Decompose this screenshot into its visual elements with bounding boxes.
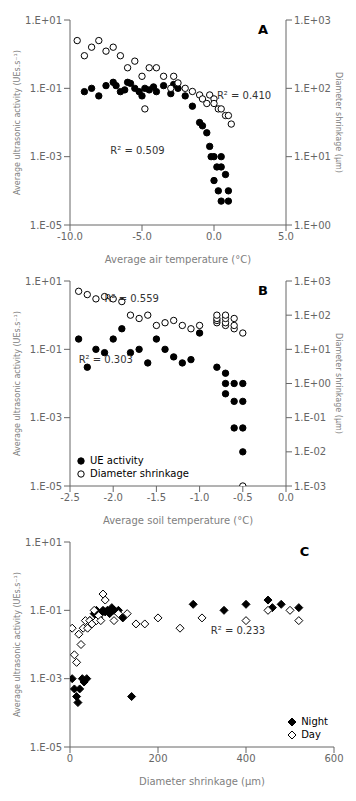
svg-text:1.E-05: 1.E-05 — [30, 742, 62, 753]
svg-text:Average soil temperature (°C): Average soil temperature (°C) — [103, 515, 253, 526]
svg-text:1.E+00: 1.E+00 — [294, 220, 331, 231]
svg-text:R² = 0.233: R² = 0.233 — [211, 625, 265, 636]
svg-text:Average air temperature (°C): Average air temperature (°C) — [105, 254, 251, 265]
svg-text:-1.0: -1.0 — [190, 492, 210, 503]
svg-text:-2.0: -2.0 — [103, 492, 123, 503]
html-text:A: A — [257, 22, 268, 37]
svg-text:1.E-03: 1.E-03 — [30, 412, 62, 423]
svg-text:R² = 0.559: R² = 0.559 — [105, 293, 159, 304]
svg-text:Diameter shrinkage (μm): Diameter shrinkage (μm) — [334, 72, 343, 173]
svg-text:1.E-01: 1.E-01 — [30, 83, 62, 94]
svg-text:-10.0: -10.0 — [57, 231, 83, 242]
svg-text:1.E+03: 1.E+03 — [294, 276, 331, 287]
svg-text:1.E+02: 1.E+02 — [294, 83, 331, 94]
svg-text:0: 0 — [67, 753, 73, 764]
svg-text:1.E-01: 1.E-01 — [294, 412, 326, 423]
svg-text:1.E+01: 1.E+01 — [25, 537, 62, 548]
svg-text:R² = 0.509: R² = 0.509 — [110, 145, 164, 156]
svg-text:R² = 0.303: R² = 0.303 — [79, 354, 133, 365]
svg-text:1.E+03: 1.E+03 — [294, 15, 331, 26]
svg-text:1.E-05: 1.E-05 — [30, 481, 62, 492]
svg-text:1.E+01: 1.E+01 — [25, 276, 62, 287]
svg-text:Average ultrasonic activity (U: Average ultrasonic activity (UEs.s⁻¹) — [13, 311, 22, 456]
svg-text:1.E+01: 1.E+01 — [294, 151, 331, 162]
svg-text:400: 400 — [236, 753, 255, 764]
svg-text:1.E-05: 1.E-05 — [30, 220, 62, 231]
html-text:Day: Day — [301, 729, 321, 740]
svg-text:-1.5: -1.5 — [147, 492, 167, 503]
svg-text:-0.5: -0.5 — [233, 492, 253, 503]
svg-text:0.0: 0.0 — [206, 231, 222, 242]
svg-text:1.E-01: 1.E-01 — [30, 344, 62, 355]
svg-text:1.E-03: 1.E-03 — [30, 673, 62, 684]
svg-text:1.E-03: 1.E-03 — [294, 481, 326, 492]
svg-text:Average ultrasonic activity (U: Average ultrasonic activity (UEs.s⁻¹) — [13, 50, 22, 195]
svg-text:600: 600 — [324, 753, 343, 764]
svg-text:Diameter shrinkage (μm): Diameter shrinkage (μm) — [334, 333, 343, 434]
html-text:C: C — [299, 544, 310, 559]
html-text:B: B — [257, 283, 268, 298]
svg-text:1.E-03: 1.E-03 — [30, 151, 62, 162]
svg-text:-2.5: -2.5 — [60, 492, 80, 503]
svg-text:R² = 0.410: R² = 0.410 — [217, 90, 271, 101]
html-text:Night: Night — [301, 716, 328, 727]
svg-text:1.E+01: 1.E+01 — [294, 344, 331, 355]
svg-text:1.E+00: 1.E+00 — [294, 378, 331, 389]
svg-text:1.E+01: 1.E+01 — [25, 15, 62, 26]
svg-text:1.E-02: 1.E-02 — [294, 446, 326, 457]
svg-text:1.E+02: 1.E+02 — [294, 310, 331, 321]
html-text:Diameter shrinkage: Diameter shrinkage — [90, 468, 189, 479]
svg-text:5.0: 5.0 — [278, 231, 294, 242]
svg-text:0.0: 0.0 — [278, 492, 294, 503]
svg-text:-5.0: -5.0 — [132, 231, 152, 242]
svg-text:1.E-01: 1.E-01 — [30, 605, 62, 616]
svg-text:200: 200 — [148, 753, 167, 764]
html-text:UE activity: UE activity — [90, 455, 144, 466]
svg-text:Average ultrasonic activity (U: Average ultrasonic activity (UEs.s⁻¹) — [13, 572, 22, 717]
svg-text:Diameter shrinkage (μm): Diameter shrinkage (μm) — [139, 776, 265, 787]
